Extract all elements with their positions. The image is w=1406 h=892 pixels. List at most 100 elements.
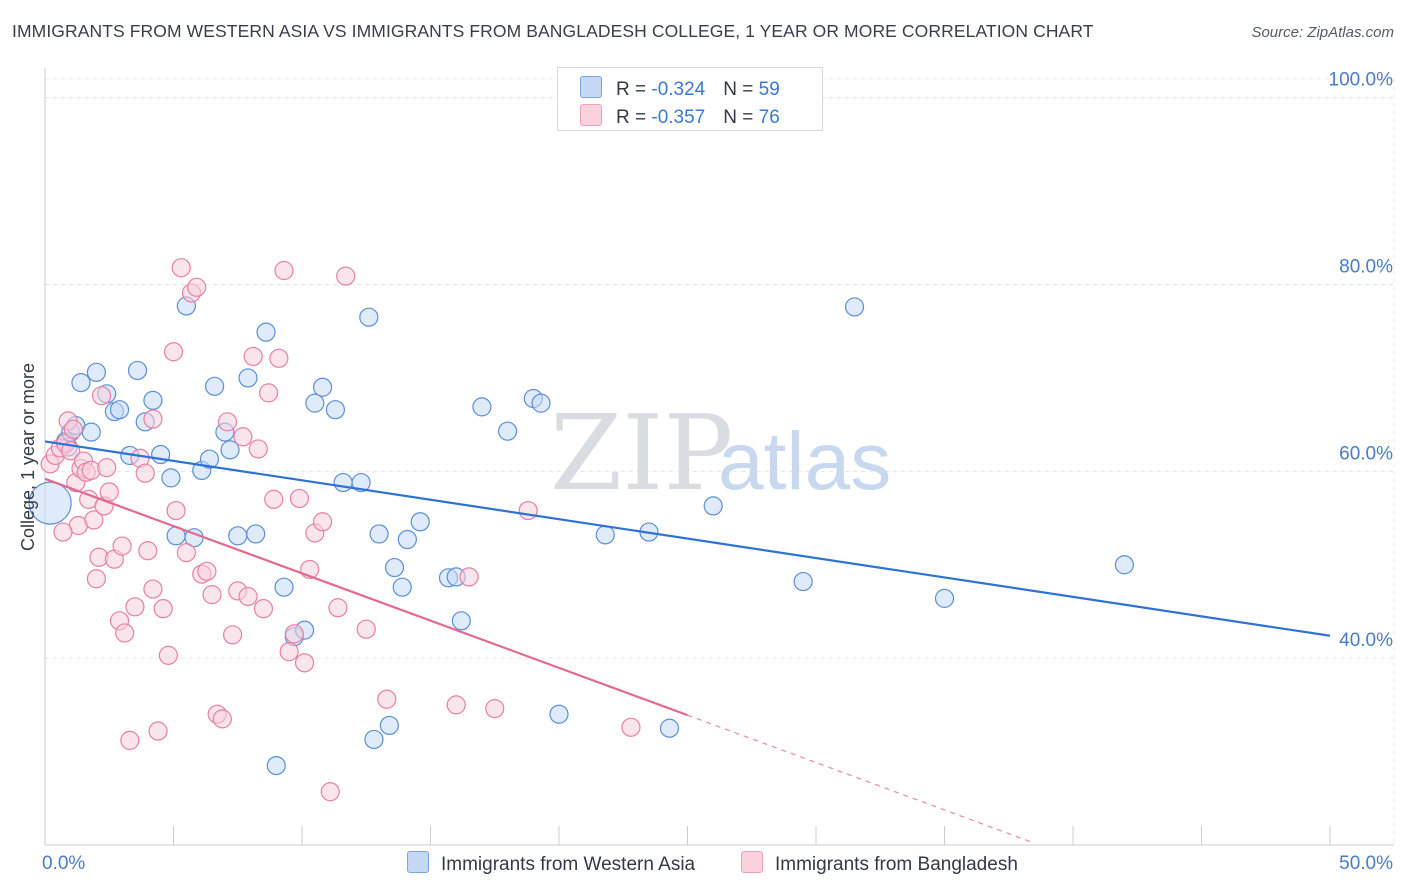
- point-bangladesh: [187, 277, 207, 297]
- point-western-asia: [86, 362, 107, 382]
- point-western-asia: [143, 390, 163, 410]
- point-bangladesh: [163, 342, 184, 362]
- point-western-asia: [392, 577, 412, 597]
- point-western-asia: [397, 529, 417, 550]
- point-bangladesh: [258, 383, 279, 403]
- point-bangladesh: [99, 482, 119, 502]
- point-bangladesh: [621, 717, 641, 737]
- point-western-asia: [359, 307, 379, 327]
- point-western-asia: [549, 704, 569, 724]
- point-bangladesh: [112, 536, 132, 556]
- legend-label-bangladesh: Immigrants from Bangladesh: [775, 854, 1018, 875]
- watermark-zip: ZIP: [550, 392, 733, 514]
- source-label: Source: ZipAtlas.com: [1251, 24, 1394, 41]
- point-western-asia: [305, 393, 325, 413]
- watermark-atlas: atlas: [718, 416, 891, 507]
- point-bangladesh: [53, 522, 73, 542]
- point-bangladesh: [320, 782, 340, 802]
- axes: [44, 68, 1394, 846]
- point-bangladesh: [135, 463, 155, 483]
- series-bangladesh-points: [40, 258, 641, 802]
- point-western-asia: [161, 468, 181, 488]
- legend-row-bangladesh: R = -0.357 N = 76: [580, 104, 780, 130]
- legend-r-value: -0.357: [651, 107, 706, 128]
- point-bangladesh: [269, 348, 289, 368]
- point-bangladesh: [202, 585, 222, 605]
- y-tick-label: 100.0%: [1329, 70, 1394, 91]
- point-bangladesh: [336, 266, 356, 286]
- point-bangladesh: [115, 623, 135, 643]
- legend-item-western-asia[interactable]: Immigrants from Western Asia: [407, 851, 695, 876]
- series-western-asia-points: [28, 296, 1135, 776]
- point-bangladesh: [518, 500, 538, 521]
- point-western-asia: [238, 368, 258, 388]
- point-western-asia: [793, 571, 813, 592]
- point-bangladesh: [97, 458, 117, 478]
- tick-labels: 40.0% 60.0% 80.0% 100.0% 0.0% 50.0%: [42, 70, 1393, 874]
- point-western-asia: [274, 577, 294, 597]
- correlation-legend: R = -0.324 N = 59 R = -0.357 N = 76: [557, 67, 823, 131]
- point-western-asia: [451, 611, 471, 631]
- y-tick-label: 60.0%: [1339, 443, 1393, 464]
- point-western-asia: [220, 440, 240, 460]
- chart-title: IMMIGRANTS FROM WESTERN ASIA VS IMMIGRAN…: [12, 21, 1094, 41]
- legend-row-western-asia: R = -0.324 N = 59: [580, 76, 780, 102]
- point-western-asia: [325, 400, 346, 420]
- point-bangladesh: [171, 258, 191, 278]
- legend-swatch-bangladesh: [741, 851, 763, 873]
- point-western-asia: [844, 297, 865, 317]
- legend-n-label: N =: [723, 107, 759, 128]
- point-bangladesh: [294, 653, 315, 673]
- legend-swatch-western-asia: [580, 76, 602, 98]
- point-bangladesh: [243, 346, 263, 367]
- point-bangladesh: [138, 541, 158, 561]
- point-western-asia: [364, 729, 384, 750]
- point-western-asia: [498, 421, 518, 441]
- point-bangladesh: [459, 567, 479, 587]
- point-bangladesh: [143, 409, 163, 429]
- legend-item-bangladesh[interactable]: Immigrants from Bangladesh: [741, 851, 1018, 876]
- y-tick-label: 80.0%: [1339, 257, 1393, 278]
- legend-n-label: N =: [723, 79, 759, 100]
- point-western-asia: [333, 472, 353, 493]
- legend-swatch-western-asia: [407, 851, 429, 873]
- point-western-asia: [703, 496, 723, 516]
- legend-n-value: 76: [758, 107, 780, 128]
- point-bangladesh: [91, 386, 112, 406]
- point-bangladesh: [197, 561, 217, 581]
- point-western-asia: [379, 715, 399, 736]
- y-axis-label: College, 1 year or more: [18, 363, 38, 551]
- point-western-asia: [109, 400, 130, 420]
- legend-label-western-asia: Immigrants from Western Asia: [441, 854, 696, 875]
- point-western-asia: [246, 524, 266, 544]
- point-bangladesh: [217, 412, 238, 432]
- legend-r-label: R =: [616, 107, 652, 128]
- trend-line-western-asia: [44, 440, 1331, 637]
- point-western-asia: [1114, 555, 1135, 575]
- point-western-asia: [531, 393, 551, 413]
- point-bangladesh: [248, 439, 268, 459]
- point-western-asia: [312, 377, 333, 397]
- point-western-asia: [384, 557, 405, 578]
- point-bangladesh: [158, 645, 178, 665]
- point-bangladesh: [86, 569, 107, 589]
- point-bangladesh: [356, 619, 376, 639]
- trend-line-bangladesh: [44, 477, 688, 717]
- legend-r-label: R =: [616, 79, 652, 100]
- point-bangladesh: [166, 500, 186, 521]
- legend-swatch-bangladesh: [580, 104, 602, 126]
- legend-n-value: 59: [758, 79, 780, 100]
- point-bangladesh: [120, 730, 140, 750]
- point-western-asia: [205, 376, 225, 396]
- point-bangladesh: [279, 642, 299, 662]
- point-bangladesh: [312, 512, 333, 532]
- point-bangladesh: [63, 419, 83, 439]
- point-western-asia: [472, 397, 492, 417]
- point-bangladesh: [84, 510, 104, 530]
- point-bangladesh: [238, 586, 258, 607]
- point-western-asia: [71, 372, 91, 393]
- point-bangladesh: [328, 598, 348, 618]
- trend-line-bangladesh-extension: [687, 714, 1035, 844]
- point-western-asia: [369, 524, 389, 544]
- point-bangladesh: [253, 599, 274, 619]
